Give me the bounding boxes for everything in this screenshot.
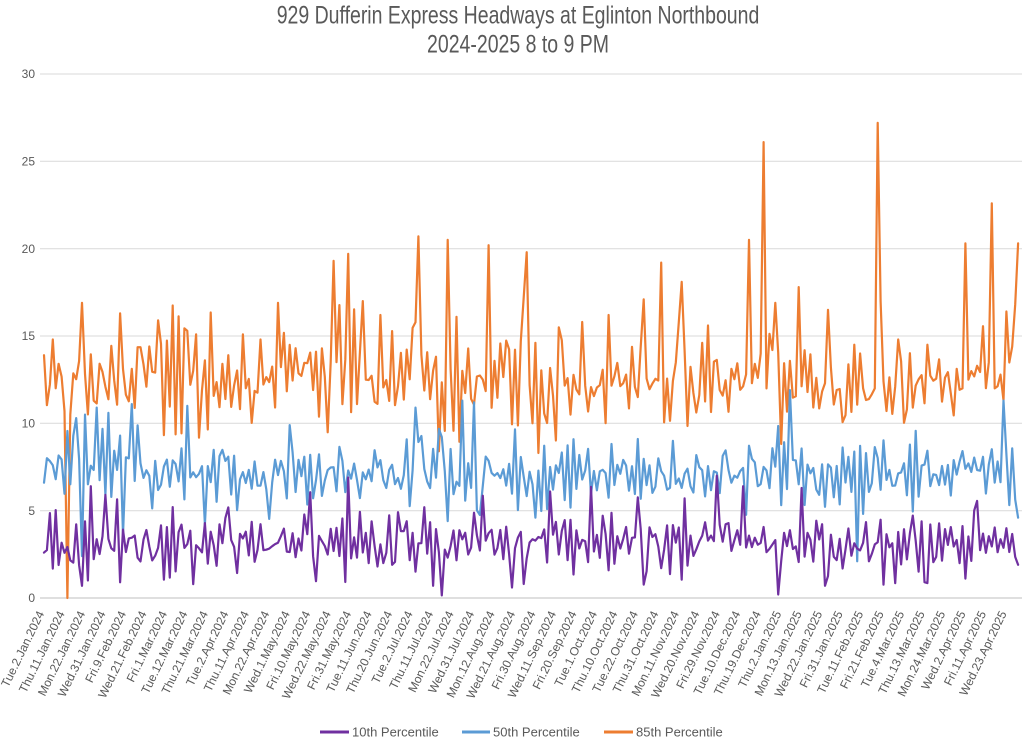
- svg-text:10th Percentile: 10th Percentile: [352, 725, 439, 740]
- svg-text:2024-2025 8 to 9 PM: 2024-2025 8 to 9 PM: [427, 30, 609, 58]
- svg-text:15: 15: [22, 329, 36, 343]
- svg-text:50th Percentile: 50th Percentile: [493, 725, 580, 740]
- svg-text:20: 20: [22, 242, 36, 256]
- svg-text:5: 5: [28, 504, 35, 518]
- svg-text:30: 30: [22, 67, 36, 81]
- svg-text:25: 25: [22, 155, 36, 169]
- svg-text:0: 0: [28, 591, 35, 605]
- svg-text:10: 10: [22, 417, 36, 431]
- svg-text:929 Dufferin Express Headways: 929 Dufferin Express Headways at Eglinto…: [277, 1, 760, 29]
- svg-text:85th Percentile: 85th Percentile: [636, 725, 723, 740]
